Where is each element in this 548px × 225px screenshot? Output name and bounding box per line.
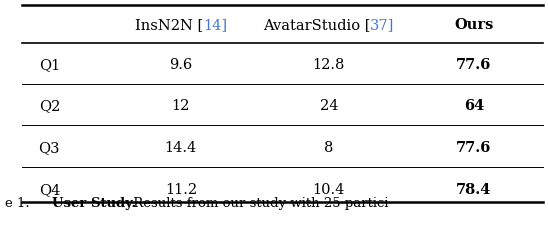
Text: User Study.: User Study. (52, 196, 136, 209)
Text: 12.8: 12.8 (312, 57, 345, 71)
Text: Q3: Q3 (38, 141, 60, 155)
Text: e 1.: e 1. (5, 196, 35, 209)
Text: 12: 12 (172, 99, 190, 113)
Text: AvatarStudio [37]: AvatarStudio [37] (208, 18, 340, 32)
Text: Q1: Q1 (39, 57, 60, 71)
Text: 8: 8 (324, 141, 334, 155)
Text: 14.4: 14.4 (165, 141, 197, 155)
Text: InsN2N [14]: InsN2N [14] (228, 18, 320, 32)
Text: Q4: Q4 (38, 182, 60, 196)
Text: AvatarStudio [: AvatarStudio [ (263, 18, 370, 32)
Text: Results from our study with 25 partici: Results from our study with 25 partici (129, 196, 389, 209)
Text: 64: 64 (464, 99, 484, 113)
Text: Q2: Q2 (38, 99, 60, 113)
Text: 14]: 14] (203, 18, 227, 32)
Text: 10.4: 10.4 (312, 182, 345, 196)
Text: InsN2N [: InsN2N [ (135, 18, 203, 32)
Text: 77.6: 77.6 (456, 141, 492, 155)
Text: 78.4: 78.4 (456, 182, 492, 196)
Text: 9.6: 9.6 (169, 57, 192, 71)
Text: 77.6: 77.6 (456, 57, 492, 71)
Text: Ours: Ours (454, 18, 494, 32)
Text: 24: 24 (319, 99, 338, 113)
Text: 37]: 37] (370, 18, 395, 32)
Text: AvatarStudio [: AvatarStudio [ (0, 18, 107, 32)
Text: 11.2: 11.2 (165, 182, 197, 196)
Text: InsN2N [: InsN2N [ (0, 18, 68, 32)
